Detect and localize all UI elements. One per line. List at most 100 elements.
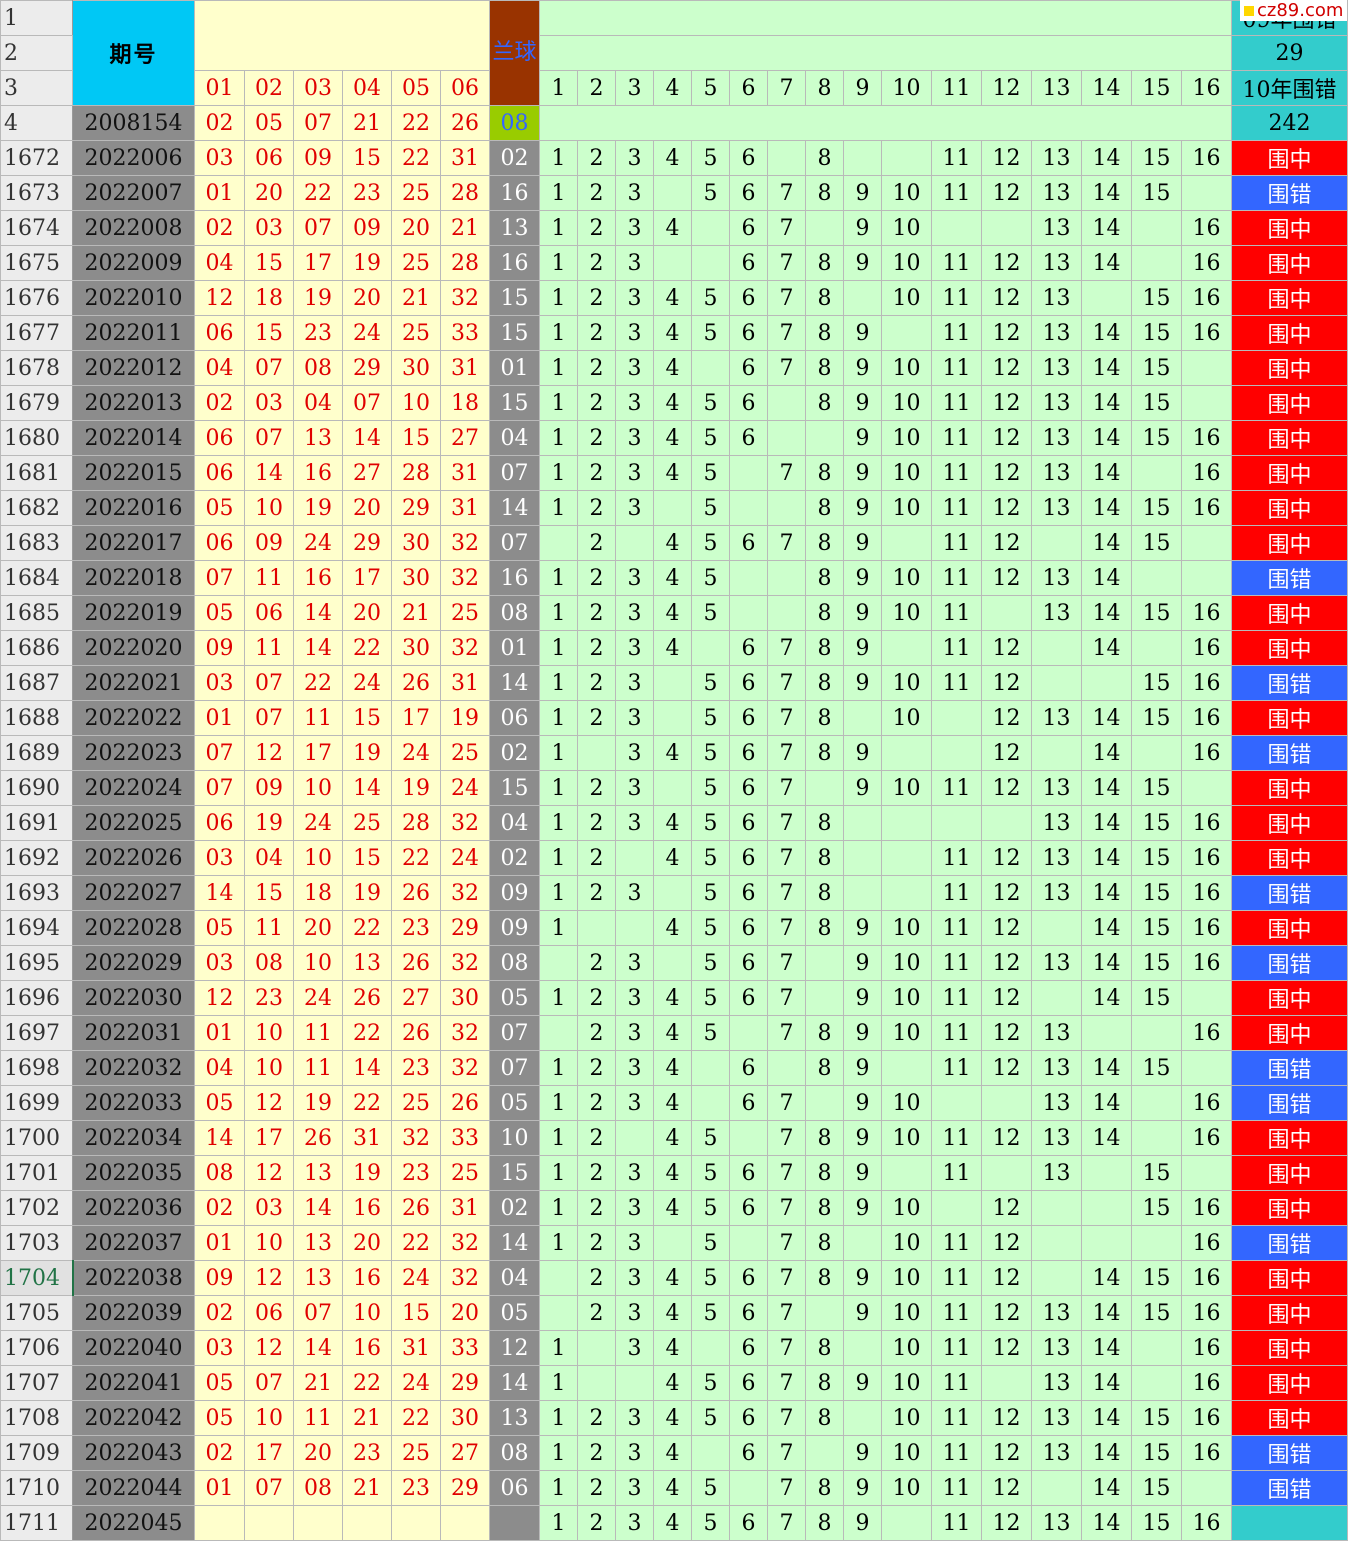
red-ball-cell[interactable]: 17 [293, 735, 343, 771]
num-cell[interactable]: 3 [615, 1190, 654, 1226]
num-cell[interactable]: 5 [691, 315, 730, 351]
num-cell[interactable] [1031, 665, 1082, 701]
red-ball-cell[interactable]: 20 [342, 280, 392, 316]
num-cell[interactable]: 15 [1131, 1400, 1182, 1436]
num-cell[interactable] [881, 805, 932, 841]
num-cell[interactable]: 14 [1081, 875, 1132, 911]
red-ball-cell[interactable]: 21 [391, 595, 441, 631]
ref-issue-cell[interactable]: 2008154 [72, 105, 195, 141]
issue-cell[interactable]: 2022021 [72, 665, 195, 701]
num-cell[interactable]: 8 [805, 1120, 844, 1156]
num-cell[interactable]: 9 [843, 1085, 882, 1121]
num-cell[interactable]: 11 [931, 1505, 982, 1541]
num-cell[interactable]: 7 [767, 630, 806, 666]
num-cell[interactable] [843, 875, 882, 911]
num-cell[interactable]: 16 [1181, 1120, 1232, 1156]
num-cell[interactable] [1131, 735, 1182, 771]
num-cell[interactable]: 4 [653, 1435, 692, 1471]
issue-cell[interactable]: 2022007 [72, 175, 195, 211]
red-ball-cell[interactable]: 07 [194, 735, 245, 771]
num-cell[interactable]: 6 [729, 1330, 768, 1366]
red-ball-cell[interactable]: 32 [440, 1015, 490, 1051]
red-ball-cell[interactable]: 23 [342, 175, 392, 211]
red-ball-cell[interactable]: 20 [440, 1295, 490, 1331]
num-cell[interactable]: 7 [767, 280, 806, 316]
num-cell[interactable]: 13 [1031, 1505, 1082, 1541]
num-cell[interactable]: 10 [881, 1435, 932, 1471]
red-ball-cell[interactable]: 26 [391, 875, 441, 911]
num-cell[interactable]: 8 [805, 525, 844, 561]
num-cell[interactable]: 9 [843, 910, 882, 946]
num-cell[interactable]: 16 [1181, 455, 1232, 491]
num-cell[interactable] [653, 245, 692, 281]
red-ball-cell[interactable]: 03 [244, 385, 294, 421]
num-cell[interactable]: 9 [843, 1295, 882, 1331]
num-cell[interactable] [729, 1120, 768, 1156]
num-cell[interactable]: 12 [981, 350, 1032, 386]
num-cell[interactable]: 13 [1031, 385, 1082, 421]
num-cell[interactable]: 3 [615, 1505, 654, 1541]
red-ball-cell[interactable]: 33 [440, 1330, 490, 1366]
num-cell[interactable] [1131, 560, 1182, 596]
num-cell[interactable]: 7 [767, 1470, 806, 1506]
red-ball-cell[interactable]: 32 [440, 1050, 490, 1086]
result-cell[interactable]: 围中 [1231, 315, 1348, 351]
num-cell[interactable]: 4 [653, 910, 692, 946]
red-ball-cell[interactable]: 32 [440, 280, 490, 316]
num-cell[interactable] [881, 840, 932, 876]
row-header[interactable]: 1705 [0, 1295, 73, 1331]
red-ball-cell[interactable]: 25 [391, 245, 441, 281]
num-cell[interactable] [1131, 210, 1182, 246]
num-cell[interactable]: 15 [1131, 595, 1182, 631]
num-cell[interactable] [729, 490, 768, 526]
num-cell[interactable]: 5 [691, 910, 730, 946]
num-cell[interactable]: 10 [881, 560, 932, 596]
num-cell[interactable]: 8 [805, 805, 844, 841]
num-cell[interactable]: 11 [931, 420, 982, 456]
num-cell[interactable] [691, 245, 730, 281]
red-ball-cell[interactable]: 32 [440, 1260, 490, 1296]
red-ball-cell[interactable]: 30 [391, 630, 441, 666]
num-cell[interactable]: 16 [1181, 595, 1232, 631]
num-cell[interactable]: 1 [539, 700, 578, 736]
blue-ball-cell[interactable]: 08 [489, 595, 540, 631]
num-cell[interactable]: 14 [1081, 1050, 1132, 1086]
num-cell[interactable]: 11 [931, 875, 982, 911]
issue-cell[interactable]: 2022018 [72, 560, 195, 596]
num-cell[interactable]: 3 [615, 315, 654, 351]
result-cell[interactable]: 围中 [1231, 280, 1348, 316]
num-cell[interactable]: 9 [843, 945, 882, 981]
red-ball-cell[interactable]: 31 [440, 455, 490, 491]
num-cell[interactable] [981, 1365, 1032, 1401]
num-cell[interactable]: 13 [1031, 490, 1082, 526]
red-ball-cell[interactable]: 27 [440, 1435, 490, 1471]
num-cell[interactable]: 8 [805, 455, 844, 491]
num-cell[interactable]: 3 [615, 665, 654, 701]
num-cell[interactable]: 3 [615, 455, 654, 491]
num-cell[interactable]: 5 [691, 980, 730, 1016]
row-header[interactable]: 1673 [0, 175, 73, 211]
num-cell[interactable]: 12 [981, 1120, 1032, 1156]
num-cell[interactable]: 9 [843, 420, 882, 456]
num-cell[interactable]: 14 [1081, 630, 1132, 666]
num-cell[interactable]: 12 [981, 1015, 1032, 1051]
issue-cell[interactable]: 2022037 [72, 1225, 195, 1261]
num-cell[interactable]: 1 [539, 770, 578, 806]
result-cell[interactable]: 围中 [1231, 385, 1348, 421]
blue-ball-cell[interactable]: 14 [489, 490, 540, 526]
num-cell[interactable]: 3 [615, 1400, 654, 1436]
row-header[interactable]: 1698 [0, 1050, 73, 1086]
num-cell[interactable]: 1 [539, 1435, 578, 1471]
num-cell[interactable]: 8 [805, 245, 844, 281]
red-ball-cell[interactable]: 27 [440, 420, 490, 456]
num-cell[interactable] [767, 420, 806, 456]
red-ball-cell[interactable]: 04 [244, 840, 294, 876]
red-ball-cell[interactable]: 31 [440, 1190, 490, 1226]
num-cell[interactable]: 15 [1131, 665, 1182, 701]
red-ball-cell[interactable]: 12 [244, 1085, 294, 1121]
num-cell[interactable]: 13 [1031, 280, 1082, 316]
issue-cell[interactable]: 2022023 [72, 735, 195, 771]
num-cell[interactable]: 16 [1181, 1505, 1232, 1541]
row-header[interactable]: 1672 [0, 140, 73, 176]
red-ball-cell[interactable]: 28 [391, 805, 441, 841]
